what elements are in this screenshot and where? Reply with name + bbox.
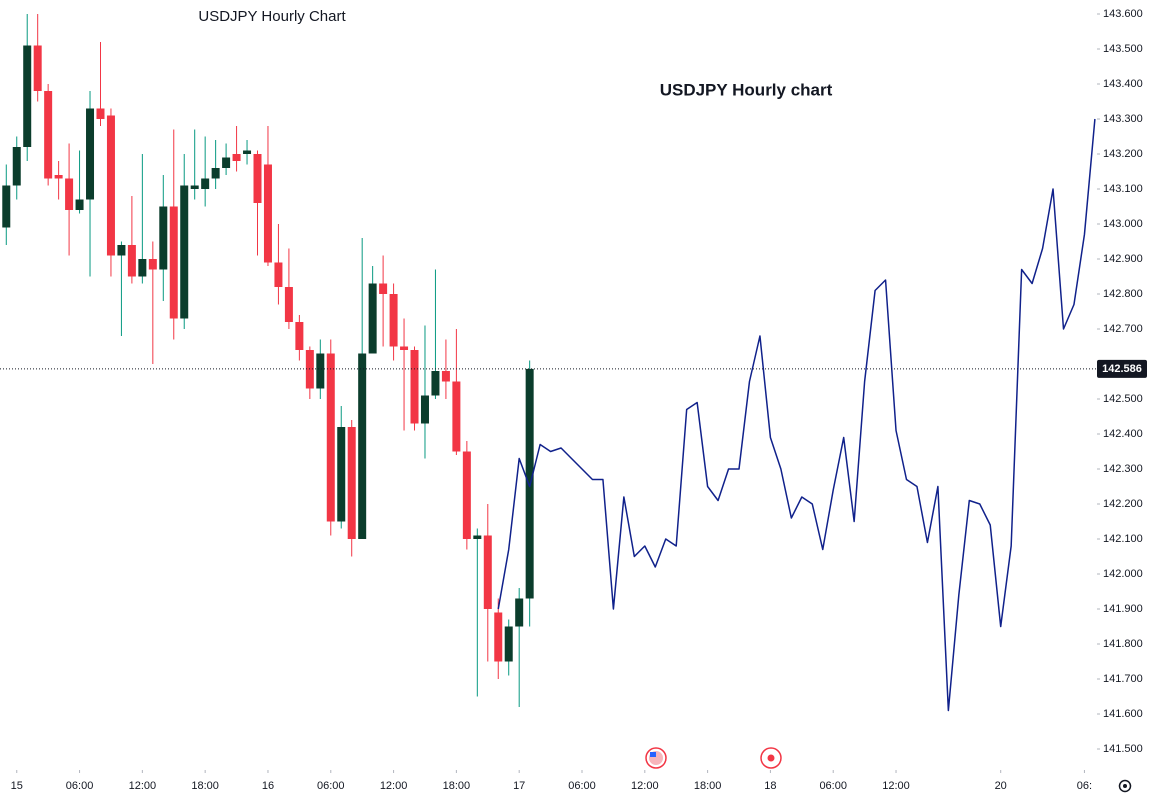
candle-body bbox=[441, 371, 450, 382]
candle-body bbox=[494, 612, 503, 662]
candle-body bbox=[326, 353, 335, 522]
candle-body bbox=[316, 353, 325, 389]
y-tick-label: 142.200 bbox=[1103, 498, 1143, 510]
x-tick-label: 06:00 bbox=[568, 780, 596, 792]
y-tick-label: 141.700 bbox=[1103, 673, 1143, 685]
candle-body bbox=[211, 168, 220, 179]
candle-body bbox=[295, 322, 304, 350]
candle-body bbox=[483, 535, 492, 609]
y-tick-label: 142.400 bbox=[1103, 428, 1143, 440]
x-tick-label: 12:00 bbox=[380, 780, 408, 792]
candle-body bbox=[222, 157, 231, 168]
candle-body bbox=[263, 164, 272, 263]
candle-body bbox=[243, 150, 252, 154]
x-tick-label: 06: bbox=[1077, 780, 1092, 792]
candle-body bbox=[106, 115, 115, 256]
y-tick-label: 142.300 bbox=[1103, 463, 1143, 475]
candle-body bbox=[96, 108, 105, 119]
candle-body bbox=[358, 353, 367, 539]
y-tick-label: 142.800 bbox=[1103, 288, 1143, 300]
y-tick-label: 143.200 bbox=[1103, 148, 1143, 160]
y-tick-label: 142.700 bbox=[1103, 323, 1143, 335]
x-tick-label: 17 bbox=[513, 780, 525, 792]
forecast-line bbox=[497, 118, 1096, 712]
x-tick-label: 18 bbox=[764, 780, 776, 792]
candle-body bbox=[400, 346, 409, 350]
y-tick-label: 141.500 bbox=[1103, 743, 1143, 755]
x-tick-label: 15 bbox=[11, 780, 23, 792]
x-tick-label: 20 bbox=[995, 780, 1007, 792]
y-tick-label: 143.600 bbox=[1103, 8, 1143, 20]
y-tick-label: 143.500 bbox=[1103, 43, 1143, 55]
plot-area bbox=[0, 14, 1097, 712]
event-icon-us[interactable] bbox=[645, 747, 667, 769]
candle-body bbox=[462, 451, 471, 539]
candle-body bbox=[473, 535, 482, 539]
y-tick-label: 142.100 bbox=[1103, 533, 1143, 545]
candle-body bbox=[148, 259, 157, 270]
x-tick-label: 12:00 bbox=[631, 780, 659, 792]
annotation: USDJPY Hourly chart bbox=[660, 80, 833, 99]
candle-body bbox=[337, 427, 346, 522]
y-tick-label: 143.000 bbox=[1103, 218, 1143, 230]
x-tick-label: 16 bbox=[262, 780, 274, 792]
candle-body bbox=[347, 427, 356, 539]
y-tick-label: 143.100 bbox=[1103, 183, 1143, 195]
last-price-tag bbox=[1097, 359, 1147, 378]
candle-body bbox=[65, 178, 74, 210]
candle-body bbox=[23, 45, 32, 147]
last-price-label: 142.586 bbox=[1102, 363, 1142, 375]
candle-body bbox=[368, 283, 377, 354]
candle-body bbox=[138, 259, 147, 277]
x-tick-label: 18:00 bbox=[694, 780, 722, 792]
y-tick-label: 143.400 bbox=[1103, 78, 1143, 90]
settings-icon[interactable] bbox=[1118, 779, 1132, 793]
candle-body bbox=[159, 206, 168, 270]
candle-body bbox=[86, 108, 95, 200]
candle-body bbox=[431, 371, 440, 396]
x-tick-label: 18:00 bbox=[443, 780, 471, 792]
candle-body bbox=[190, 185, 199, 189]
candle-body bbox=[169, 206, 178, 319]
x-tick-label: 12:00 bbox=[129, 780, 157, 792]
x-tick-label: 18:00 bbox=[191, 780, 219, 792]
candle-body bbox=[12, 147, 21, 186]
candle-body bbox=[515, 598, 524, 627]
y-tick-label: 143.300 bbox=[1103, 113, 1143, 125]
candle-body bbox=[75, 199, 84, 210]
candle-body bbox=[232, 154, 241, 161]
candle-body bbox=[284, 287, 293, 322]
candle-body bbox=[274, 262, 283, 287]
candle-body bbox=[379, 283, 388, 294]
y-tick-label: 142.900 bbox=[1103, 253, 1143, 265]
candle-body bbox=[420, 395, 429, 424]
y-tick-label: 142.000 bbox=[1103, 568, 1143, 580]
x-tick-label: 12:00 bbox=[882, 780, 910, 792]
candle-body bbox=[180, 185, 189, 319]
candle-body bbox=[44, 91, 53, 179]
candle-body bbox=[201, 178, 210, 189]
y-tick-label: 141.600 bbox=[1103, 708, 1143, 720]
candle-body bbox=[389, 294, 398, 347]
x-tick-label: 06:00 bbox=[819, 780, 847, 792]
candle-body bbox=[410, 350, 419, 424]
candle-body bbox=[33, 45, 42, 91]
y-tick-label: 141.900 bbox=[1103, 603, 1143, 615]
event-icon[interactable] bbox=[760, 747, 782, 769]
candle-body bbox=[127, 245, 136, 277]
candle-body bbox=[253, 154, 262, 203]
candle-body bbox=[504, 626, 513, 662]
x-tick-label: 06:00 bbox=[66, 780, 94, 792]
candle-body bbox=[117, 245, 126, 256]
y-tick-label: 142.500 bbox=[1103, 393, 1143, 405]
x-tick-label: 06:00 bbox=[317, 780, 345, 792]
candle-body bbox=[54, 175, 63, 179]
candle-body bbox=[2, 185, 11, 228]
candle-body bbox=[452, 381, 461, 452]
chart-title: USDJPY Hourly Chart bbox=[198, 8, 346, 25]
y-tick-label: 141.800 bbox=[1103, 638, 1143, 650]
